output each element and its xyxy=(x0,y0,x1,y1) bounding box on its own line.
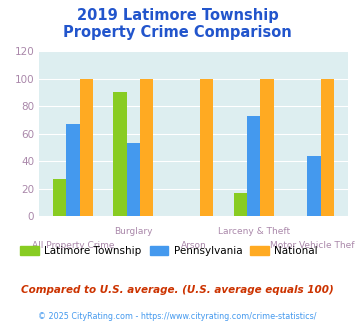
Text: Compared to U.S. average. (U.S. average equals 100): Compared to U.S. average. (U.S. average … xyxy=(21,285,334,295)
Bar xyxy=(247,116,260,216)
Text: Property Crime Comparison: Property Crime Comparison xyxy=(63,25,292,40)
Bar xyxy=(234,193,247,216)
Bar xyxy=(307,156,321,216)
Bar xyxy=(200,79,213,216)
Legend: Latimore Township, Pennsylvania, National: Latimore Township, Pennsylvania, Nationa… xyxy=(16,242,322,260)
Text: All Property Crime: All Property Crime xyxy=(32,241,114,250)
Text: © 2025 CityRating.com - https://www.cityrating.com/crime-statistics/: © 2025 CityRating.com - https://www.city… xyxy=(38,312,317,321)
Bar xyxy=(140,79,153,216)
Bar xyxy=(127,143,140,216)
Text: Larceny & Theft: Larceny & Theft xyxy=(218,227,290,236)
Text: Motor Vehicle Theft: Motor Vehicle Theft xyxy=(270,241,355,250)
Text: Arson: Arson xyxy=(181,241,206,250)
Bar xyxy=(66,124,80,216)
Bar xyxy=(80,79,93,216)
Text: 2019 Latimore Township: 2019 Latimore Township xyxy=(77,8,278,23)
Bar xyxy=(53,179,66,216)
Bar xyxy=(260,79,274,216)
Text: Burglary: Burglary xyxy=(114,227,153,236)
Bar xyxy=(321,79,334,216)
Bar xyxy=(113,92,127,216)
